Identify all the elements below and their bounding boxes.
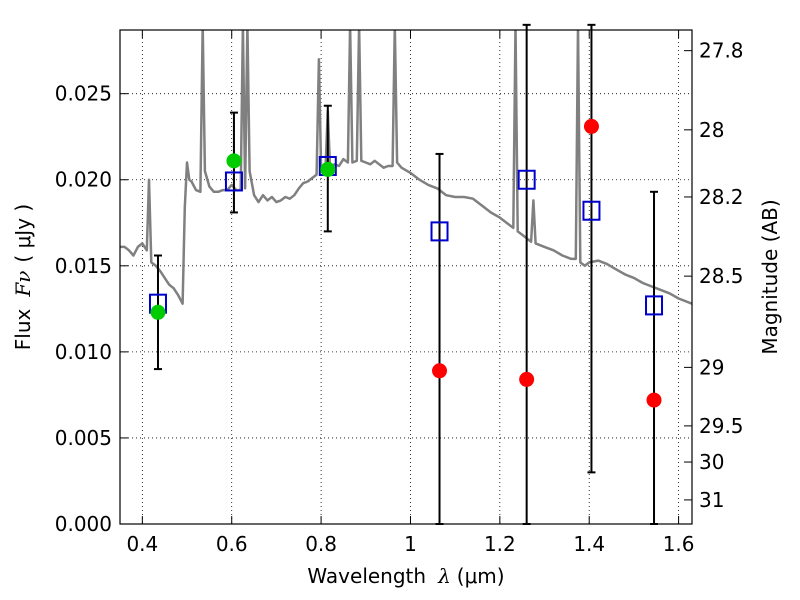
limit-point — [519, 371, 535, 387]
model-band-square — [430, 221, 449, 242]
model-band-square — [224, 171, 243, 192]
x-tick-label: 1 — [404, 532, 417, 556]
ticks: 0.4 0.6 0.8 1 1.2 1.4 1.6 0.000 0.005 0.010 0.015 0… — [55, 30, 744, 556]
plot-frame — [119, 29, 693, 525]
data-layer — [120, 30, 692, 305]
x-tick-label: 1.2 — [484, 532, 516, 556]
y2-tick-label: 28.2 — [699, 185, 744, 209]
limit-point — [646, 392, 662, 408]
x-tick-label: 0.6 — [216, 532, 248, 556]
y2-tick-label: 30 — [699, 450, 724, 474]
x-tick-label: 1.6 — [663, 532, 695, 556]
model-band-square — [582, 200, 601, 221]
y2-tick-label: 27.8 — [699, 39, 744, 63]
x-tick-label: 1.4 — [573, 532, 605, 556]
y2-tick-label: 29.5 — [699, 414, 744, 438]
model-spectrum-line — [120, 30, 692, 305]
y-tick-label: 0.025 — [55, 82, 112, 106]
y-tick-label: 0.015 — [55, 254, 112, 278]
model-band-square — [645, 295, 664, 316]
model-band-square — [517, 169, 536, 190]
y2-tick-label: 28 — [699, 118, 724, 142]
detection-point — [320, 161, 336, 177]
x-tick-label: 0.4 — [126, 532, 158, 556]
y-tick-label: 0.010 — [55, 340, 112, 364]
y-tick-label: 0.000 — [55, 512, 112, 536]
limit-point — [583, 118, 599, 134]
y-tick-label: 0.005 — [55, 426, 112, 450]
y2-axis-label: Magnitude (AB) — [758, 199, 782, 354]
x-axis-label: Wavelength λ (μm) — [307, 564, 504, 588]
y2-tick-label: 28.5 — [699, 264, 744, 288]
y2-tick-label: 31 — [699, 488, 724, 512]
y2-tick-label: 29 — [699, 355, 724, 379]
detection-point — [226, 153, 242, 169]
x-tick-label: 0.8 — [305, 532, 337, 556]
y-axis-label: FluxFν( μJy ) — [11, 204, 35, 350]
plot-background — [120, 30, 692, 524]
y-tick-label: 0.020 — [55, 168, 112, 192]
detection-point — [150, 304, 166, 320]
limit-point — [432, 363, 448, 379]
